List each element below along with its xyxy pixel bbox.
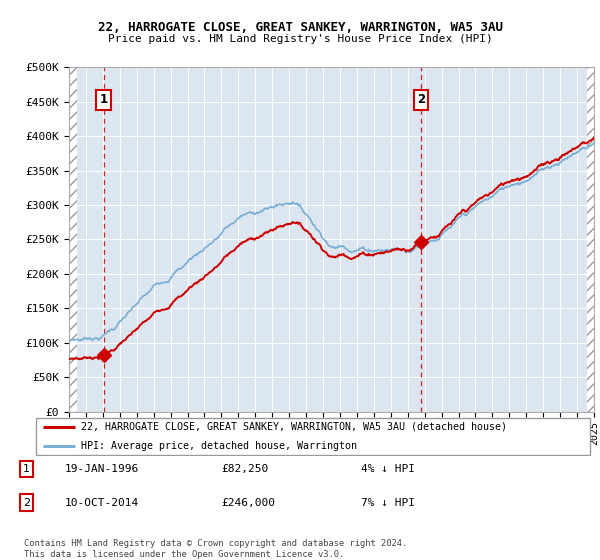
FancyBboxPatch shape <box>36 418 590 455</box>
Text: 1: 1 <box>23 464 30 474</box>
Text: 2: 2 <box>23 497 30 507</box>
Text: Price paid vs. HM Land Registry's House Price Index (HPI): Price paid vs. HM Land Registry's House … <box>107 34 493 44</box>
Text: 10-OCT-2014: 10-OCT-2014 <box>64 497 139 507</box>
Bar <box>69 67 77 412</box>
Text: HPI: Average price, detached house, Warrington: HPI: Average price, detached house, Warr… <box>80 441 356 451</box>
Text: £246,000: £246,000 <box>221 497 275 507</box>
Text: 22, HARROGATE CLOSE, GREAT SANKEY, WARRINGTON, WA5 3AU (detached house): 22, HARROGATE CLOSE, GREAT SANKEY, WARRI… <box>80 422 506 432</box>
Text: 1: 1 <box>100 94 108 106</box>
Text: 7% ↓ HPI: 7% ↓ HPI <box>361 497 415 507</box>
Text: Contains HM Land Registry data © Crown copyright and database right 2024.
This d: Contains HM Land Registry data © Crown c… <box>24 539 407 559</box>
Text: 2: 2 <box>417 94 425 106</box>
Text: £82,250: £82,250 <box>221 464 269 474</box>
Text: 4% ↓ HPI: 4% ↓ HPI <box>361 464 415 474</box>
Text: 22, HARROGATE CLOSE, GREAT SANKEY, WARRINGTON, WA5 3AU: 22, HARROGATE CLOSE, GREAT SANKEY, WARRI… <box>97 21 503 34</box>
Text: 19-JAN-1996: 19-JAN-1996 <box>64 464 139 474</box>
Bar <box>587 67 594 412</box>
